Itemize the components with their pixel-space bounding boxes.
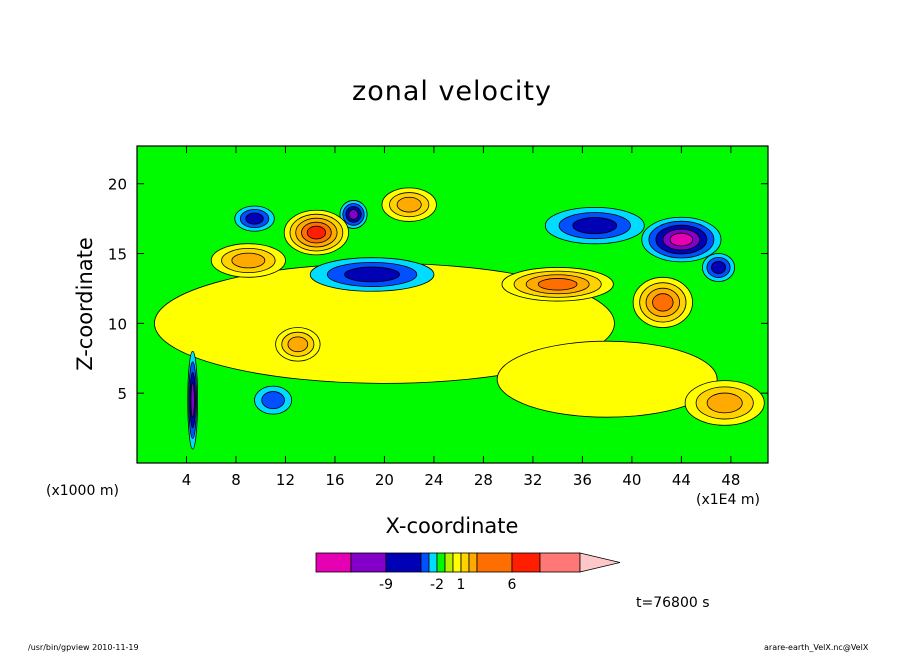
velocity-contour-negative [711, 260, 727, 275]
colorbar-box [385, 552, 422, 573]
x-unit-label-left: (x1000 m) [46, 483, 119, 499]
velocity-contour-negative [245, 212, 264, 225]
footer-program-info: /usr/bin/gpview 2010-11-19 [28, 643, 139, 652]
y-tick-label: 5 [117, 385, 127, 403]
time-label: t=76800 s [636, 595, 710, 611]
colorbar-box [452, 552, 462, 573]
velocity-contour-negative [669, 232, 694, 247]
x-tick-label: 32 [523, 471, 542, 489]
x-tick-label: 4 [182, 471, 192, 489]
colorbar-label: 1 [457, 577, 466, 593]
x-tick-label: 44 [672, 471, 691, 489]
velocity-contour-positive [287, 336, 309, 353]
velocity-contour-negative [348, 209, 359, 220]
velocity-contour-positive [652, 293, 674, 312]
velocity-contour-positive [306, 225, 327, 240]
colorbar-box [476, 552, 513, 573]
x-tick-label: 48 [721, 471, 740, 489]
field-band [496, 340, 718, 418]
x-tick-label: 40 [622, 471, 641, 489]
y-axis-label: Z-coordinate [73, 237, 97, 371]
colorbar-box [511, 552, 541, 573]
colorbar-box [420, 552, 430, 573]
velocity-contour-negative [190, 382, 195, 418]
x-axis-ticks: 4 8 12 16 20 24 28 32 36 40 44 48 [182, 146, 740, 489]
velocity-contour-positive [396, 196, 422, 213]
colorbar-box [539, 552, 581, 573]
colorbar-label: 6 [508, 577, 517, 593]
y-tick-label: 15 [108, 246, 127, 264]
chart-title: zonal velocity [352, 76, 552, 107]
colorbar-box [460, 552, 470, 573]
colorbar-label: -2 [430, 577, 444, 593]
y-tick-label: 20 [108, 176, 127, 194]
x-tick-label: 12 [276, 471, 295, 489]
colorbar-box [428, 552, 438, 573]
colorbar-box [468, 552, 478, 573]
colorbar: -9 -2 1 6 [315, 552, 621, 593]
colorbar-box [315, 552, 352, 573]
x-tick-label: 8 [231, 471, 241, 489]
x-tick-label: 24 [424, 471, 443, 489]
y-tick-label: 10 [108, 315, 127, 333]
velocity-contour-negative [344, 266, 400, 283]
colorbar-extend-arrow [579, 552, 621, 573]
plot-frame [136, 145, 769, 464]
colorbar-box [350, 552, 387, 573]
footer-file-info: arare-earth_VelX.nc@VelX [764, 643, 869, 652]
x-tick-label: 20 [375, 471, 394, 489]
velocity-contour-positive [537, 278, 578, 291]
x-axis-label: X-coordinate [385, 514, 519, 538]
x-unit-label-right: (x1E4 m) [696, 492, 760, 508]
y-axis-ticks: 5 10 15 20 [108, 176, 768, 403]
x-tick-label: 36 [573, 471, 592, 489]
colorbar-label: -9 [379, 577, 393, 593]
velocity-contour-negative [572, 217, 618, 235]
colorbar-box [444, 552, 454, 573]
x-tick-label: 16 [325, 471, 344, 489]
x-tick-label: 28 [474, 471, 493, 489]
velocity-contour-positive [706, 392, 743, 414]
velocity-field [154, 187, 765, 450]
velocity-contour-positive [231, 252, 266, 269]
colorbar-box [436, 552, 446, 573]
velocity-contour-negative [261, 391, 285, 410]
